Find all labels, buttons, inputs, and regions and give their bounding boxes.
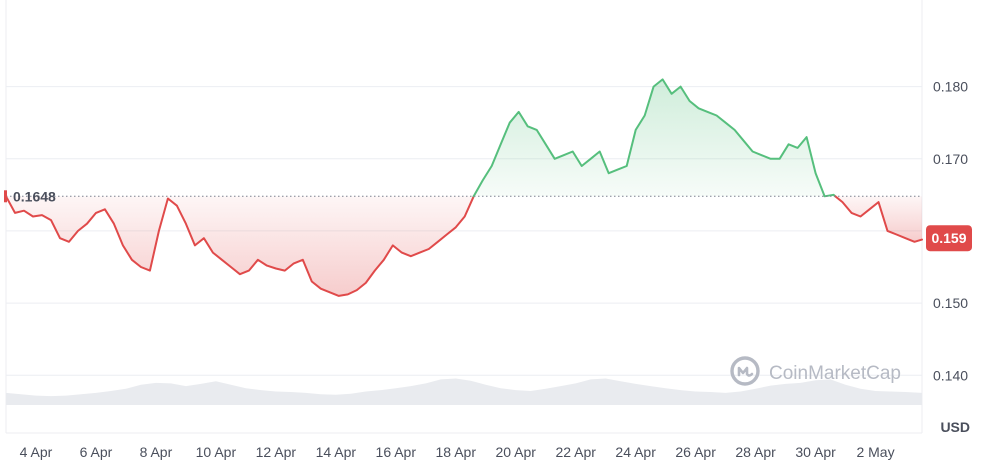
x-tick-label-6: 16 Apr	[376, 444, 417, 460]
x-tick-label-11: 26 Apr	[675, 444, 716, 460]
x-tick-label-0: 4 Apr	[20, 444, 53, 460]
watermark: CoinMarketCap	[730, 356, 901, 386]
price-fill-segment-3	[835, 196, 922, 242]
y-tick-label-1: 0.150	[933, 295, 968, 311]
price-fill	[6, 79, 922, 296]
y-tick-label-4: 0.180	[933, 79, 968, 95]
reference-label: 0.1648	[13, 188, 56, 204]
x-tick-label-9: 22 Apr	[555, 444, 596, 460]
coinmarketcap-logo-icon	[730, 356, 760, 386]
x-tick-label-10: 24 Apr	[615, 444, 656, 460]
current-price-label: 0.159	[931, 230, 966, 246]
price-line-segment-1	[5, 195, 475, 297]
x-tick-label-3: 10 Apr	[196, 444, 237, 460]
x-tick-label-2: 8 Apr	[140, 444, 173, 460]
x-tick-label-5: 14 Apr	[316, 444, 357, 460]
price-line	[5, 78, 923, 297]
price-fill-segment-2	[473, 79, 836, 197]
reference-line-group: 0.1648	[4, 188, 922, 204]
x-tick-label-8: 20 Apr	[495, 444, 536, 460]
watermark-text: CoinMarketCap	[769, 363, 901, 384]
x-tick-label-7: 18 Apr	[436, 444, 477, 460]
x-tick-label-12: 28 Apr	[735, 444, 776, 460]
y-tick-label-3: 0.170	[933, 151, 968, 167]
x-tick-label-14: 2 May	[856, 444, 894, 460]
price-line-segment-3	[834, 195, 923, 243]
x-tick-label-13: 30 Apr	[795, 444, 836, 460]
price-fill-segment-1	[6, 196, 474, 296]
current-price-badge-bg	[926, 225, 972, 252]
reference-marker	[4, 190, 7, 203]
x-tick-label-1: 6 Apr	[80, 444, 113, 460]
unit-label: USD	[940, 419, 970, 435]
current-price-badge: 0.159	[926, 225, 972, 252]
y-tick-label-0: 0.140	[933, 367, 968, 383]
price-line-segment-2	[472, 78, 837, 198]
x-tick-label-4: 12 Apr	[256, 444, 297, 460]
volume-area	[6, 378, 922, 405]
volume-area-path	[6, 378, 922, 405]
x-axis-ticks: 4 Apr 6 Apr 8 Apr 10 Apr 12 Apr 14 Apr 16 Apr 1…	[20, 444, 895, 460]
